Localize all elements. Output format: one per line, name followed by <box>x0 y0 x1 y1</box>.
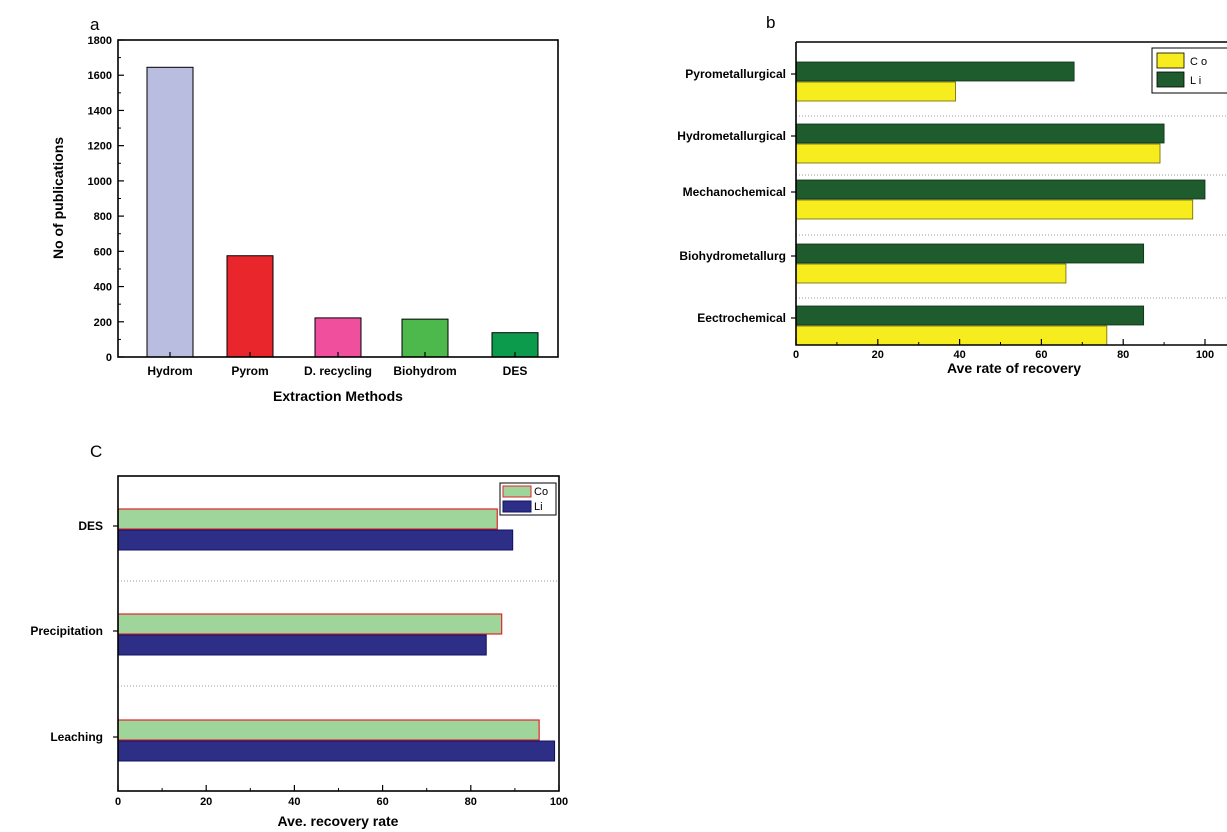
panel-b-bar-li-biohydrometallurg <box>795 243 1145 264</box>
panel-c-x-tick-label: 20 <box>200 796 212 808</box>
panel-a-plot-frame <box>117 39 559 358</box>
panel-b-letter: b <box>766 13 775 32</box>
panel-b-bar-co-eectrochemical <box>795 325 1108 346</box>
panel-a-x-axis-title: Extraction Methods <box>273 388 403 404</box>
panel-b-bars <box>795 61 1206 346</box>
panel-a-y-tick-label: 600 <box>94 246 112 258</box>
panel-b-bar-li-pyrometallurgical <box>795 61 1075 82</box>
panel-a-x-tick-label: Pyrom <box>231 364 268 378</box>
panel-b-bar-li-hydrometallurgical <box>795 123 1165 144</box>
panel-c-bar-li-leaching <box>117 740 556 762</box>
panel-b-x-tick-label: 40 <box>953 349 965 361</box>
panel-b-legend-swatch-li <box>1156 71 1185 88</box>
panel-a-x-tick-labels: Hydrom Pyrom D. recycling Biohydrom DES <box>147 352 527 378</box>
panel-a-y-tick-label: 800 <box>94 211 112 223</box>
panel-a-x-tick-label: DES <box>503 364 528 378</box>
panel-c-x-tick-label: 0 <box>115 796 121 808</box>
panel-a-y-axis-title: No of publications <box>50 137 66 259</box>
panel-b-bar-co-mechanochemical <box>795 199 1194 220</box>
panel-a-bars <box>146 66 539 358</box>
panel-b-x-tick-label: 0 <box>793 349 799 361</box>
panel-c-bar-co-precipitation <box>117 613 503 635</box>
panel-a-y-tick-label: 1000 <box>88 176 112 188</box>
panel-c-legend-label-co: Co <box>534 486 548 498</box>
panel-b-x-tick-label: 60 <box>1035 349 1047 361</box>
panel-b-x-tick-label: 80 <box>1117 349 1129 361</box>
panel-a-y-tick-label: 1400 <box>88 105 112 117</box>
panel-c-x-tick-label: 100 <box>550 796 568 808</box>
panel-c-x-ticks: 0 20 40 60 80 100 <box>115 785 568 808</box>
panel-c-bars <box>117 508 556 762</box>
panel-b-bar-co-pyrometallurgical <box>795 81 956 102</box>
panel-c-x-axis-title: Ave. recovery rate <box>278 813 399 829</box>
panel-c-legend-swatch-co <box>502 485 532 498</box>
panel-a-x-tick-label: Biohydrom <box>393 364 456 378</box>
panel-b-x-axis-title: Ave rate of recovery <box>947 360 1081 376</box>
panel-b-category-label: Mechanochemical <box>683 185 786 199</box>
panel-b-legend-label-li: L i <box>1190 75 1201 87</box>
panel-c-plot-frame <box>117 475 560 792</box>
panel-b-x-tick-label: 100 <box>1196 349 1214 361</box>
panel-b-category-label: Biohydrometallurg <box>679 249 786 263</box>
panel-c-bar-li-des <box>117 529 514 551</box>
panel-c-x-tick-label: 40 <box>288 796 300 808</box>
panel-a-x-tick-label: Hydrom <box>147 364 192 378</box>
panel-a-bar-biohydrom <box>401 318 449 358</box>
panel-b-x-ticks: 0 20 40 60 80 100 <box>793 339 1214 361</box>
panel-b-category-label: Eectrochemical <box>697 311 786 325</box>
panel-a-y-tick-label: 1600 <box>88 70 112 82</box>
panel-b-bar-li-mechanochemical <box>795 179 1206 200</box>
panel-b-category-labels: Pyrometallurgical Hydrometallurgical Mecha… <box>677 67 796 325</box>
panel-c-legend-label-li: Li <box>534 501 543 513</box>
panel-b: b Pyrometallurgical Hydrometallurgical Mec… <box>677 13 1227 376</box>
panel-a-y-tick-label: 1200 <box>88 141 112 153</box>
panel-a-bar-d-recycling <box>314 317 362 358</box>
panel-b-bar-co-hydrometallurgical <box>795 143 1161 164</box>
panel-b-bar-co-biohydrometallurg <box>795 263 1067 284</box>
panel-c-bar-co-leaching <box>117 719 540 741</box>
panel-c-category-labels: DES Precipitation Leaching <box>30 519 118 744</box>
panel-b-x-tick-label: 20 <box>872 349 884 361</box>
panel-a: a 0 200 400 600 800 1000 1200 1400 1600 1800 Hydr… <box>50 15 559 404</box>
panel-c-category-label: Leaching <box>50 730 103 744</box>
panel-c-bar-co-des <box>117 508 498 530</box>
panel-b-bar-li-eectrochemical <box>795 305 1145 326</box>
panel-b-plot-frame <box>795 41 1227 346</box>
panel-c-legend: Co Li <box>499 482 557 516</box>
panel-c-category-label: DES <box>78 519 103 533</box>
panel-a-y-ticks: 0 200 400 600 800 1000 1200 1400 1600 1800 <box>88 35 124 364</box>
panel-b-category-label: Hydrometallurgical <box>677 129 786 143</box>
panel-c-x-tick-label: 60 <box>376 796 388 808</box>
panel-a-x-tick-label: D. recycling <box>304 364 372 378</box>
panel-c-legend-swatch-li <box>502 500 532 513</box>
panel-b-legend: C o L i <box>1151 47 1227 94</box>
panel-b-category-label: Pyrometallurgical <box>685 67 786 81</box>
panel-c-category-label: Precipitation <box>30 624 103 638</box>
panel-c-bar-li-precipitation <box>117 634 487 656</box>
panel-a-letter: a <box>90 15 100 34</box>
panel-a-bar-hydrom <box>146 66 194 358</box>
panel-a-y-tick-label: 400 <box>94 282 112 294</box>
panel-b-legend-swatch-co <box>1156 52 1185 69</box>
panel-a-bar-pyrom <box>226 255 274 358</box>
panel-a-y-tick-label: 1800 <box>88 35 112 47</box>
panel-a-y-tick-label: 200 <box>94 317 112 329</box>
panel-b-legend-label-co: C o <box>1190 56 1207 68</box>
panel-a-y-tick-label: 0 <box>106 352 112 364</box>
panel-c-x-tick-label: 80 <box>465 796 477 808</box>
panel-c-letter: C <box>90 442 102 461</box>
